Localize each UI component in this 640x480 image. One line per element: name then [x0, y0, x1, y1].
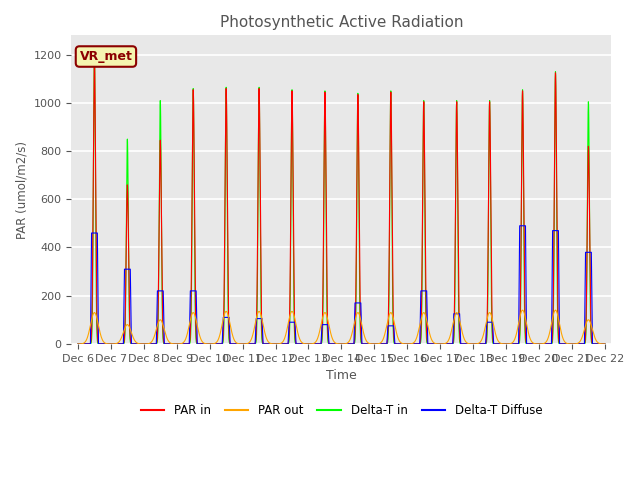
PAR in [493, 341, 500, 347]
Delta-T in [265, 341, 273, 347]
PAR out [100, 340, 108, 346]
Delta-T in [601, 341, 609, 347]
Delta-T in [107, 341, 115, 347]
Y-axis label: PAR (umol/m2/s): PAR (umol/m2/s) [15, 141, 28, 239]
PAR out [601, 341, 609, 347]
PAR out [107, 341, 115, 347]
Title: Photosynthetic Active Radiation: Photosynthetic Active Radiation [220, 15, 463, 30]
PAR in [265, 341, 273, 347]
PAR in [74, 341, 82, 347]
PAR in [107, 341, 115, 347]
PAR out [74, 341, 82, 347]
Delta-T Diffuse [100, 341, 108, 347]
Delta-T in [91, 52, 99, 58]
PAR out [386, 311, 394, 316]
PAR out [493, 335, 500, 341]
Delta-T Diffuse [601, 341, 609, 347]
Delta-T in [74, 341, 82, 347]
Delta-T in [493, 341, 500, 347]
Delta-T in [386, 183, 394, 189]
Line: Delta-T Diffuse: Delta-T Diffuse [78, 226, 605, 344]
PAR out [409, 340, 417, 346]
PAR in [386, 163, 394, 168]
PAR in [90, 56, 98, 61]
Line: PAR out: PAR out [78, 310, 605, 344]
PAR in [100, 341, 108, 347]
Delta-T Diffuse [409, 341, 417, 347]
PAR in [465, 341, 472, 347]
Delta-T in [409, 341, 417, 347]
PAR out [518, 307, 526, 313]
Delta-T in [465, 341, 472, 347]
Delta-T Diffuse [74, 341, 82, 347]
Line: PAR in: PAR in [78, 59, 605, 344]
PAR out [465, 341, 472, 347]
Legend: PAR in, PAR out, Delta-T in, Delta-T Diffuse: PAR in, PAR out, Delta-T in, Delta-T Dif… [136, 399, 547, 421]
Delta-T Diffuse [465, 341, 472, 347]
Delta-T Diffuse [265, 341, 273, 347]
PAR in [409, 341, 417, 347]
Delta-T Diffuse [386, 323, 394, 329]
X-axis label: Time: Time [326, 369, 356, 382]
Delta-T Diffuse [516, 223, 524, 228]
PAR out [265, 339, 273, 345]
Delta-T in [100, 341, 108, 347]
Text: VR_met: VR_met [79, 50, 132, 63]
PAR in [601, 341, 609, 347]
Delta-T Diffuse [493, 341, 500, 347]
Line: Delta-T in: Delta-T in [78, 55, 605, 344]
